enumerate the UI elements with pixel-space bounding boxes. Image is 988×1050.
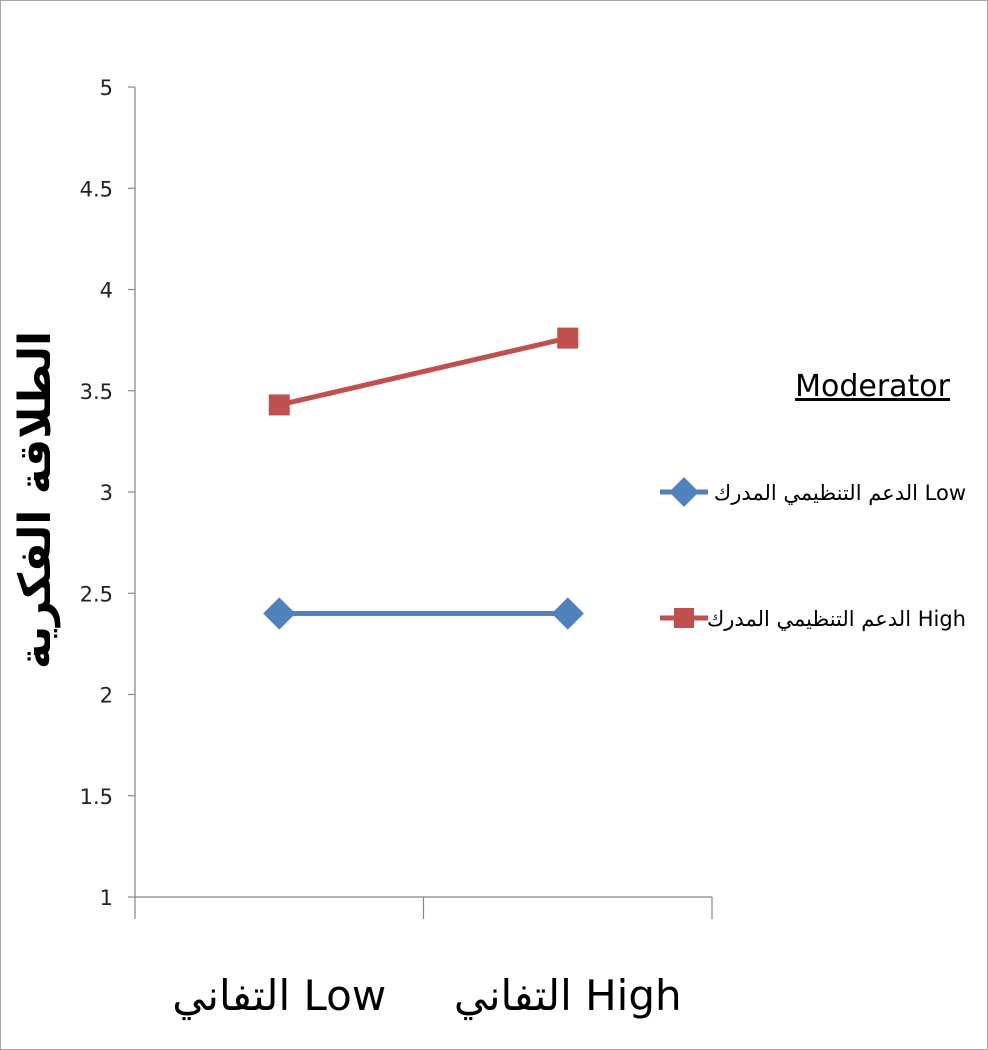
y-tick-label: 5 [100, 76, 113, 100]
y-tick-label: 4.5 [80, 177, 113, 201]
series-lines [263, 327, 584, 630]
y-tick-label: 2 [100, 684, 113, 708]
y-tick-label: 1 [100, 886, 113, 910]
legend-label-0: الدعم التنظيمي المدرك Low [714, 481, 966, 506]
data-point-0-0 [263, 597, 296, 630]
data-point-0-1 [551, 597, 584, 630]
y-tick-label: 1.5 [80, 785, 113, 809]
x-category-label: التفاني High [454, 971, 682, 1021]
legend: Moderator الدعم التنظيمي المدرك Low الدعم… [660, 369, 966, 632]
y-axis-label: الطلاقة الفكرية [10, 331, 61, 669]
legend-title: Moderator [795, 369, 951, 404]
y-tick-labels: 1 1.5 2 2.5 3 3.5 4 4.5 5 [80, 76, 113, 910]
legend-marker-0 [669, 477, 699, 507]
y-tick-label: 4 [100, 279, 113, 303]
series-line-1 [278, 335, 569, 408]
x-category-labels: التفاني Low التفاني High [172, 971, 681, 1021]
chart-axes [128, 86, 713, 919]
legend-marker-1 [674, 608, 694, 628]
data-point-1-0 [268, 394, 290, 416]
data-point-1-1 [557, 327, 579, 349]
y-tick-label: 2.5 [80, 582, 113, 606]
y-tick-label: 3 [100, 481, 113, 505]
x-category-label: التفاني Low [172, 971, 386, 1021]
y-tick-label: 3.5 [80, 380, 113, 404]
legend-label-1: الدعم التنظيمي المدرك High [707, 607, 966, 632]
